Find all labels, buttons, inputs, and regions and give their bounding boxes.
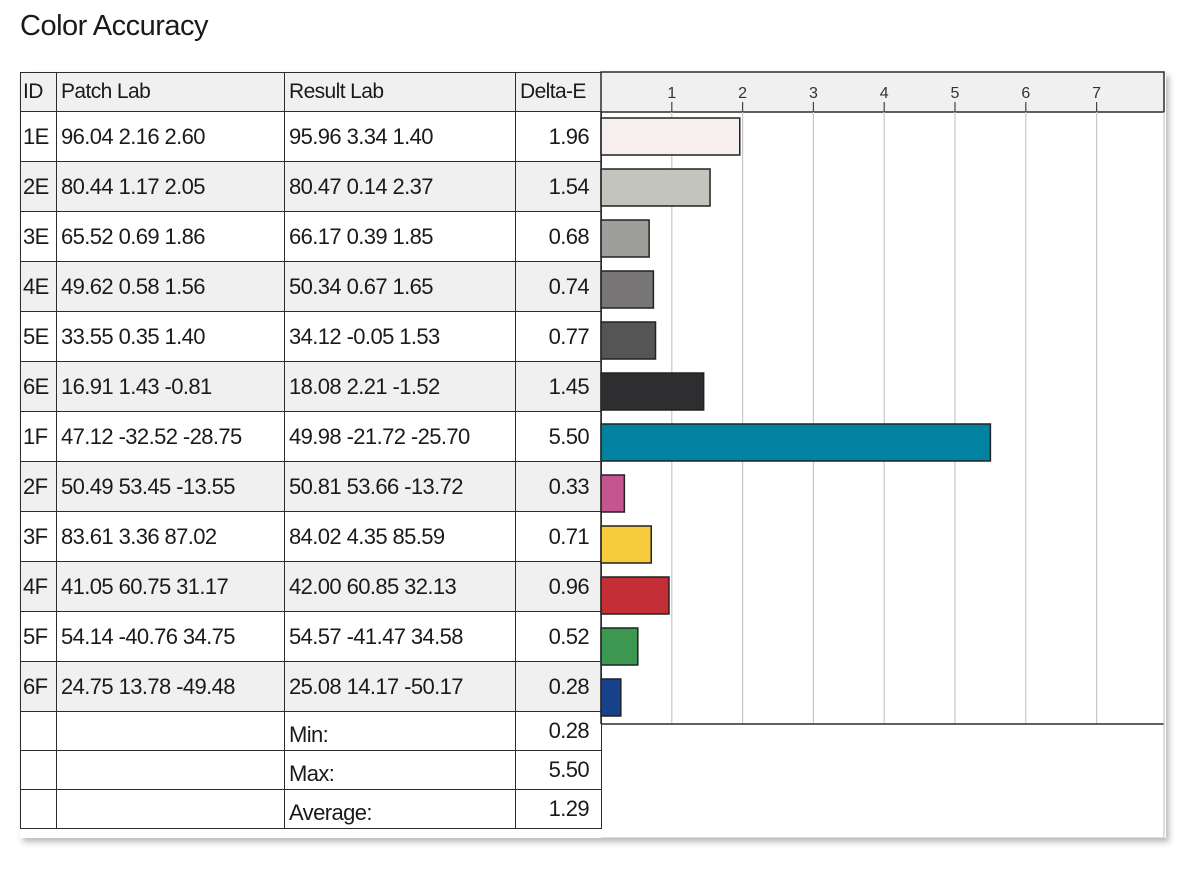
row-patch-lab: 47.12 -32.52 -28.75: [56, 411, 285, 462]
row-result-lab: 34.12 -0.05 1.53: [284, 311, 516, 362]
row-delta-e: 1.54: [515, 161, 602, 212]
row-delta-e: 1.45: [515, 361, 602, 412]
summary-row: Max: 5.50: [20, 750, 602, 790]
bar-4e: [600, 270, 655, 309]
row-patch-lab: 80.44 1.17 2.05: [56, 161, 285, 212]
page-title: Color Accuracy: [20, 10, 209, 42]
axis-header-band: [600, 71, 1165, 113]
axis-tick-label: 1: [667, 85, 676, 102]
bar-2f: [600, 474, 626, 513]
row-result-lab: 49.98 -21.72 -25.70: [284, 411, 516, 462]
summary-row: Min: 0.28: [20, 711, 602, 751]
table-row: 5F 54.14 -40.76 34.75 54.57 -41.47 34.58 0.…: [20, 611, 602, 662]
bar-2e: [600, 168, 711, 207]
row-result-lab: 95.96 3.34 1.40: [284, 111, 516, 162]
bar-6e: [600, 372, 705, 411]
bar-6f: [600, 678, 622, 717]
bar-3f: [600, 525, 653, 564]
row-id: 2F: [20, 461, 57, 512]
axis-tick-label: 6: [1021, 85, 1030, 102]
row-patch-lab: 33.55 0.35 1.40: [56, 311, 285, 362]
row-patch-lab: 49.62 0.58 1.56: [56, 261, 285, 312]
summary-blank-patch: [56, 711, 285, 751]
summary-blank-id: [20, 789, 57, 829]
table-row: 2F 50.49 53.45 -13.55 50.81 53.66 -13.72 0.…: [20, 461, 602, 512]
bar-5f: [600, 627, 639, 666]
bar-1e: [600, 117, 741, 156]
summary-value: 5.50: [515, 750, 602, 790]
axis-tick-label: 5: [951, 85, 960, 102]
table-row: 1E 96.04 2.16 2.60 95.96 3.34 1.40 1.96: [20, 111, 602, 162]
row-result-lab: 66.17 0.39 1.85: [284, 211, 516, 262]
axis-tick-label: 7: [1092, 85, 1101, 102]
row-delta-e: 0.28: [515, 661, 602, 712]
row-delta-e: 0.33: [515, 461, 602, 512]
row-id: 3E: [20, 211, 57, 262]
row-id: 6E: [20, 361, 57, 412]
summary-blank-patch: [56, 750, 285, 790]
summary-label: Max:: [284, 750, 516, 790]
row-id: 3F: [20, 511, 57, 562]
axis-tick-label: 4: [880, 85, 889, 102]
table-row: 3E 65.52 0.69 1.86 66.17 0.39 1.85 0.68: [20, 211, 602, 262]
axis-tick-label: 2: [738, 85, 747, 102]
table-row: 4E 49.62 0.58 1.56 50.34 0.67 1.65 0.74: [20, 261, 602, 312]
summary-label: Average:: [284, 789, 516, 829]
row-result-lab: 42.00 60.85 32.13: [284, 561, 516, 612]
row-delta-e: 0.68: [515, 211, 602, 262]
header-patch-lab: Patch Lab: [56, 72, 285, 112]
bar-5e: [600, 321, 657, 360]
summary-blank-id: [20, 711, 57, 751]
row-delta-e: 0.74: [515, 261, 602, 312]
row-id: 4F: [20, 561, 57, 612]
table-row: 6F 24.75 13.78 -49.48 25.08 14.17 -50.17 0.…: [20, 661, 602, 712]
header-result-lab: Result Lab: [284, 72, 516, 112]
row-result-lab: 80.47 0.14 2.37: [284, 161, 516, 212]
row-patch-lab: 16.91 1.43 -0.81: [56, 361, 285, 412]
row-id: 5F: [20, 611, 57, 662]
row-result-lab: 50.34 0.67 1.65: [284, 261, 516, 312]
table-row: 2E 80.44 1.17 2.05 80.47 0.14 2.37 1.54: [20, 161, 602, 212]
summary-value: 1.29: [515, 789, 602, 829]
row-delta-e: 0.96: [515, 561, 602, 612]
table-row: 1F 47.12 -32.52 -28.75 49.98 -21.72 -25.70…: [20, 411, 602, 462]
row-patch-lab: 54.14 -40.76 34.75: [56, 611, 285, 662]
summary-value: 0.28: [515, 711, 602, 751]
color-accuracy-table: ID Patch Lab Result Lab Delta-E 1E 96.04 …: [20, 72, 602, 829]
row-id: 1E: [20, 111, 57, 162]
summary-blank-patch: [56, 789, 285, 829]
bar-4f: [600, 576, 670, 615]
row-delta-e: 0.71: [515, 511, 602, 562]
row-id: 4E: [20, 261, 57, 312]
table-header-row: ID Patch Lab Result Lab Delta-E: [20, 72, 602, 112]
row-result-lab: 50.81 53.66 -13.72: [284, 461, 516, 512]
row-delta-e: 0.52: [515, 611, 602, 662]
row-patch-lab: 96.04 2.16 2.60: [56, 111, 285, 162]
row-patch-lab: 24.75 13.78 -49.48: [56, 661, 285, 712]
row-id: 1F: [20, 411, 57, 462]
row-result-lab: 84.02 4.35 85.59: [284, 511, 516, 562]
row-patch-lab: 41.05 60.75 31.17: [56, 561, 285, 612]
row-id: 5E: [20, 311, 57, 362]
table-row: 5E 33.55 0.35 1.40 34.12 -0.05 1.53 0.77: [20, 311, 602, 362]
row-patch-lab: 65.52 0.69 1.86: [56, 211, 285, 262]
row-delta-e: 5.50: [515, 411, 602, 462]
header-id: ID: [20, 72, 57, 112]
table-row: 4F 41.05 60.75 31.17 42.00 60.85 32.13 0.96: [20, 561, 602, 612]
table-row: 6E 16.91 1.43 -0.81 18.08 2.21 -1.52 1.45: [20, 361, 602, 412]
row-id: 2E: [20, 161, 57, 212]
row-result-lab: 54.57 -41.47 34.58: [284, 611, 516, 662]
bar-3e: [600, 219, 650, 258]
axis-tick-label: 3: [809, 85, 818, 102]
summary-blank-id: [20, 750, 57, 790]
bar-1f: [600, 423, 992, 462]
row-patch-lab: 50.49 53.45 -13.55: [56, 461, 285, 512]
row-result-lab: 25.08 14.17 -50.17: [284, 661, 516, 712]
summary-row: Average: 1.29: [20, 789, 602, 829]
header-delta-e: Delta-E: [515, 72, 602, 112]
